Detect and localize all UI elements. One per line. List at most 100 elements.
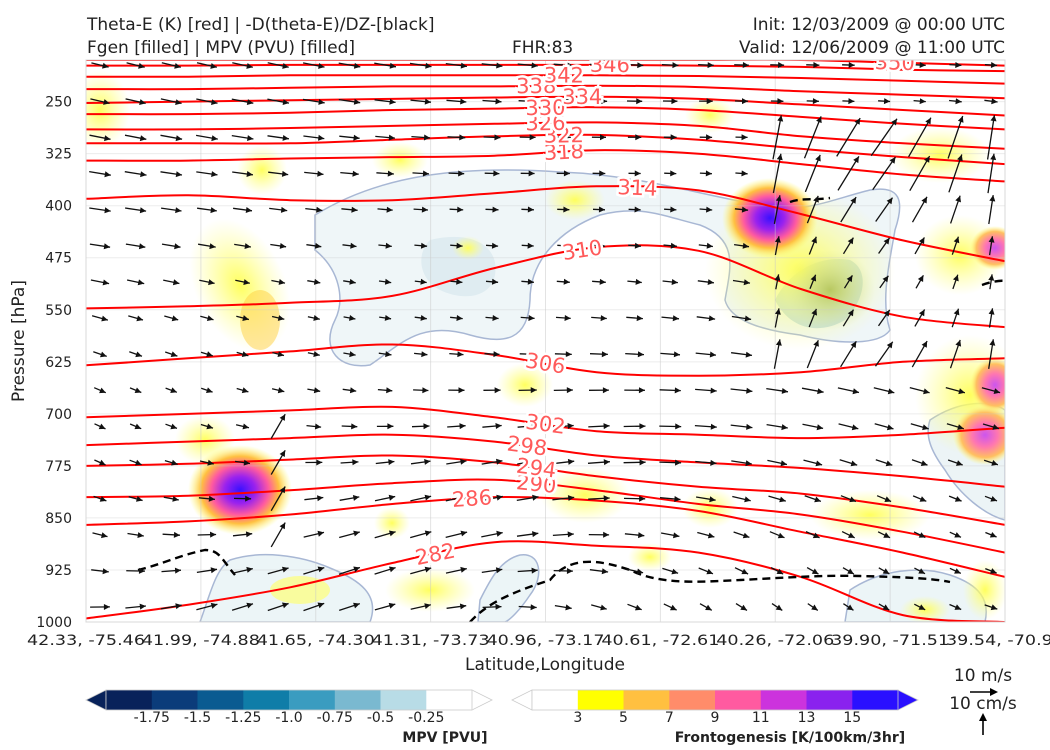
wind-vector-head [883, 532, 890, 538]
wind-vector-head [563, 278, 570, 285]
wind-vector [628, 206, 641, 213]
wind-vector [626, 315, 643, 322]
wind-vector [592, 278, 606, 285]
wind-vector [126, 279, 145, 286]
wind-vector-head [957, 154, 963, 162]
wind-vector-head [921, 341, 928, 348]
wind-vector [378, 351, 392, 358]
wind-vector-head [774, 274, 781, 281]
wind-vector [803, 116, 822, 159]
colorbar-tick-label: 5 [619, 710, 628, 726]
wind-vector [552, 423, 574, 429]
wind-vector-head [848, 62, 855, 68]
wind-vector-head [741, 568, 749, 575]
wind-vector [339, 495, 360, 501]
wind-vector-head [313, 315, 320, 321]
wind-vector [126, 62, 145, 69]
wind-vector-head [527, 242, 534, 249]
wind-vector [235, 423, 250, 430]
wind-vector [236, 315, 250, 321]
wind-vector [91, 315, 109, 322]
wind-vector-head [599, 170, 606, 177]
wind-vector [878, 567, 890, 575]
stability-contour [469, 560, 951, 622]
wind-vector [911, 459, 928, 466]
wind-vector [235, 279, 250, 285]
wind-vector-head [207, 459, 214, 466]
colorbar-outline [531, 689, 899, 711]
wind-vector [521, 278, 534, 285]
wind-vector [911, 340, 928, 368]
wind-vector [481, 567, 503, 574]
wind-vector [949, 567, 962, 574]
wind-vector-shaft [772, 115, 782, 160]
x-tick-label: 40.26, -72.06 [716, 633, 834, 649]
wind-vector [89, 243, 111, 250]
wind-vector-head [706, 206, 713, 213]
wind-vector-head [531, 423, 538, 429]
colorbar-swatch [197, 690, 244, 710]
wind-vector [270, 486, 286, 512]
colorbar-swatch [380, 690, 427, 710]
wind-vector [304, 170, 324, 177]
wind-vector-head [353, 98, 361, 105]
wind-vector-head [670, 134, 677, 141]
wind-vector [913, 98, 926, 105]
wind-vector [588, 495, 610, 502]
wind-vector-head [210, 602, 218, 609]
wind-vector-head [567, 458, 575, 465]
wind-vector [231, 134, 254, 141]
wind-vector-head [957, 116, 964, 123]
theta-e-contour [86, 185, 1005, 263]
wind-vector-head [495, 423, 502, 429]
wind-vector-head [565, 604, 572, 611]
wind-vector-head [353, 602, 360, 609]
wind-vector-head [600, 604, 607, 611]
wind-vector [662, 567, 679, 575]
wind-vector [949, 603, 962, 611]
wind-vector-head [173, 531, 180, 538]
wind-vector [450, 242, 463, 249]
y-axis: 250 325 400 475 550 625 700 775 850 925 1000 [36, 95, 72, 631]
wind-vector-head [742, 62, 749, 68]
wind-vector [770, 567, 784, 575]
wind-vector-head [817, 388, 824, 395]
wind-vector [200, 387, 213, 393]
wind-vector-head [564, 134, 571, 141]
wind-vector-head [566, 62, 573, 69]
wind-vector-head [920, 460, 928, 466]
chart-title-line-2: Fgen [filled] | MPV (PVU) [filled] [87, 38, 356, 58]
wind-vector [92, 532, 108, 539]
wind-vector-head [815, 460, 823, 467]
wind-vector [163, 279, 180, 286]
wind-vector-head [883, 237, 890, 245]
wind-vector [197, 207, 217, 214]
wind-vector [696, 315, 716, 322]
wind-vector [483, 387, 501, 394]
wind-vector [625, 62, 644, 69]
wind-vector [802, 423, 824, 431]
wind-vector-head [742, 242, 749, 249]
wind-vector [909, 155, 931, 192]
wind-vector-head [246, 171, 253, 177]
wind-vector-shaft [804, 154, 821, 193]
wind-vector [842, 98, 855, 105]
wind-vector [770, 98, 784, 105]
wind-vector-head [565, 98, 572, 105]
wind-vector [410, 566, 432, 575]
wind-vector-head [103, 604, 110, 610]
wind-vector-head [282, 602, 289, 609]
wind-vector [661, 315, 680, 322]
wind-vector [553, 387, 573, 394]
colorbar-tick-label: -1.5 [184, 710, 211, 726]
wind-vector [872, 156, 897, 191]
wind-vector-head [424, 459, 431, 465]
wind-vector [164, 315, 179, 322]
wind-vector [767, 459, 788, 467]
wind-vector [661, 62, 679, 69]
fgen-blob [372, 142, 428, 178]
wind-vector [89, 207, 111, 214]
wind-vector-head [99, 496, 107, 502]
wind-vector-head [349, 278, 356, 285]
